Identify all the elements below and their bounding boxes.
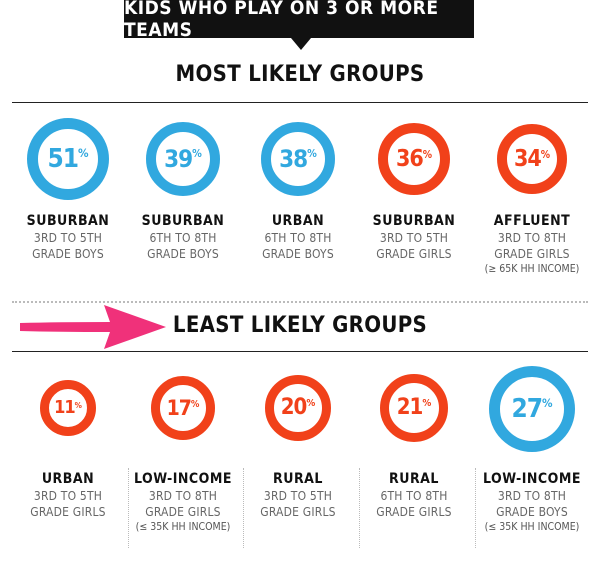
percent-value: 34%: [513, 145, 551, 172]
grade-range: 6TH TO 8TH: [264, 231, 332, 245]
group-name: RURAL: [389, 471, 439, 487]
percent-value: 38%: [279, 145, 317, 173]
grade-range: 3RD TO 5TH: [379, 231, 449, 245]
grade-range: 6TH TO 8TH: [149, 231, 217, 245]
percent-ring: 17%: [151, 376, 215, 440]
column-separator: [243, 468, 244, 548]
percent-value: 51%: [47, 144, 89, 174]
percent-ring: 11%: [40, 380, 96, 436]
group-name: SUBURBAN: [26, 213, 110, 229]
percent-value: 17%: [166, 395, 200, 420]
group-name: URBAN: [41, 471, 95, 487]
percent-ring: 39%: [146, 122, 220, 196]
percent-value: 36%: [395, 145, 433, 172]
grade-range: 3RD TO 5TH: [33, 489, 103, 503]
grade-gender: GRADE BOYS: [262, 247, 334, 261]
group-name: SUBURBAN: [141, 213, 225, 229]
grade-gender: GRADE GIRLS: [30, 505, 106, 519]
column-separator: [359, 468, 360, 548]
percent-ring: 20%: [265, 375, 331, 441]
grade-gender: GRADE GIRLS: [260, 505, 336, 519]
grade-gender: GRADE GIRLS: [494, 247, 570, 261]
grade-gender: GRADE GIRLS: [145, 505, 221, 519]
grade-range: 3RD TO 5TH: [263, 489, 333, 503]
group-label: SUBURBAN 6TH TO 8TH GRADE BOYS: [125, 213, 241, 262]
group-name: SUBURBAN: [372, 213, 456, 229]
group-name: LOW-INCOME: [133, 471, 233, 487]
grade-range: 3RD TO 8TH: [497, 489, 567, 503]
income-note: (≤ 35K HH INCOME): [135, 521, 231, 533]
group-label: LOW-INCOME 3RD TO 8TH GRADE GIRLS (≤ 35K…: [125, 471, 241, 535]
banner-title: KIDS WHO PLAY ON 3 OR MORE TEAMS: [124, 0, 439, 41]
percent-value: 11%: [54, 397, 82, 418]
grade-gender: GRADE BOYS: [147, 247, 219, 261]
group-label: RURAL 3RD TO 5TH GRADE GIRLS: [240, 471, 356, 520]
column-separator: [475, 468, 476, 548]
grade-gender: GRADE GIRLS: [376, 505, 452, 519]
middle-rule: [12, 351, 588, 352]
percent-ring: 34%: [497, 124, 567, 194]
header-banner: KIDS WHO PLAY ON 3 OR MORE TEAMS: [124, 0, 474, 41]
top-rule: [12, 102, 588, 103]
group-name: AFFLUENT: [493, 213, 571, 229]
percent-ring: 38%: [261, 122, 335, 196]
grade-gender: GRADE BOYS: [496, 505, 568, 519]
percent-ring: 36%: [378, 123, 450, 195]
group-name: LOW-INCOME: [482, 471, 582, 487]
grade-gender: GRADE GIRLS: [376, 247, 452, 261]
group-label: RURAL 6TH TO 8TH GRADE GIRLS: [356, 471, 472, 520]
percent-value: 20%: [280, 395, 316, 420]
grade-range: 3RD TO 8TH: [148, 489, 218, 503]
grade-range: 3RD TO 5TH: [33, 231, 103, 245]
least-likely-title: LEAST LIKELY GROUPS: [172, 313, 428, 338]
section-divider: [12, 301, 588, 303]
most-likely-title: MOST LIKELY GROUPS: [175, 62, 425, 87]
income-note: (≥ 65K HH INCOME): [484, 263, 580, 275]
group-name: URBAN: [271, 213, 325, 229]
banner-pointer: [291, 38, 311, 50]
percent-ring: 21%: [380, 374, 448, 442]
group-label: LOW-INCOME 3RD TO 8TH GRADE BOYS (≤ 35K …: [474, 471, 590, 535]
group-label: AFFLUENT 3RD TO 8TH GRADE GIRLS (≥ 65K H…: [474, 213, 590, 277]
grade-range: 3RD TO 8TH: [497, 231, 567, 245]
group-label: URBAN 6TH TO 8TH GRADE BOYS: [240, 213, 356, 262]
group-label: SUBURBAN 3RD TO 5TH GRADE GIRLS: [356, 213, 472, 262]
group-label: SUBURBAN 3RD TO 5TH GRADE BOYS: [10, 213, 126, 262]
percent-value: 27%: [511, 394, 553, 424]
group-name: RURAL: [273, 471, 323, 487]
column-separator: [128, 468, 129, 548]
grade-gender: GRADE BOYS: [32, 247, 104, 261]
percent-ring: 51%: [27, 118, 109, 200]
arrow-icon: [20, 305, 166, 349]
percent-value: 21%: [396, 395, 432, 420]
grade-range: 6TH TO 8TH: [380, 489, 448, 503]
percent-ring: 27%: [489, 366, 575, 452]
group-label: URBAN 3RD TO 5TH GRADE GIRLS: [10, 471, 126, 520]
income-note: (≤ 35K HH INCOME): [484, 521, 580, 533]
percent-value: 39%: [164, 145, 202, 173]
